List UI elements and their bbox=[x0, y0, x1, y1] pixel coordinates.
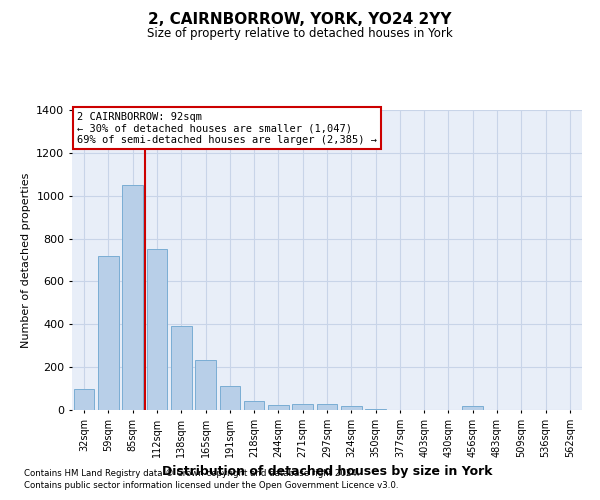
Bar bbox=[341, 406, 362, 410]
Text: 2, CAIRNBORROW, YORK, YO24 2YY: 2, CAIRNBORROW, YORK, YO24 2YY bbox=[148, 12, 452, 28]
Text: Size of property relative to detached houses in York: Size of property relative to detached ho… bbox=[147, 28, 453, 40]
Text: 2 CAIRNBORROW: 92sqm
← 30% of detached houses are smaller (1,047)
69% of semi-de: 2 CAIRNBORROW: 92sqm ← 30% of detached h… bbox=[77, 112, 377, 144]
Bar bbox=[292, 404, 313, 410]
Bar bbox=[220, 386, 240, 410]
X-axis label: Distribution of detached houses by size in York: Distribution of detached houses by size … bbox=[162, 466, 492, 478]
Bar bbox=[365, 409, 386, 410]
Bar bbox=[195, 360, 216, 410]
Y-axis label: Number of detached properties: Number of detached properties bbox=[20, 172, 31, 348]
Text: Contains public sector information licensed under the Open Government Licence v3: Contains public sector information licen… bbox=[24, 481, 398, 490]
Bar bbox=[317, 404, 337, 410]
Bar bbox=[244, 402, 265, 410]
Bar bbox=[171, 326, 191, 410]
Bar bbox=[98, 256, 119, 410]
Bar bbox=[74, 388, 94, 410]
Text: Contains HM Land Registry data © Crown copyright and database right 2024.: Contains HM Land Registry data © Crown c… bbox=[24, 468, 359, 477]
Bar bbox=[268, 404, 289, 410]
Bar bbox=[122, 185, 143, 410]
Bar bbox=[146, 250, 167, 410]
Bar bbox=[463, 406, 483, 410]
